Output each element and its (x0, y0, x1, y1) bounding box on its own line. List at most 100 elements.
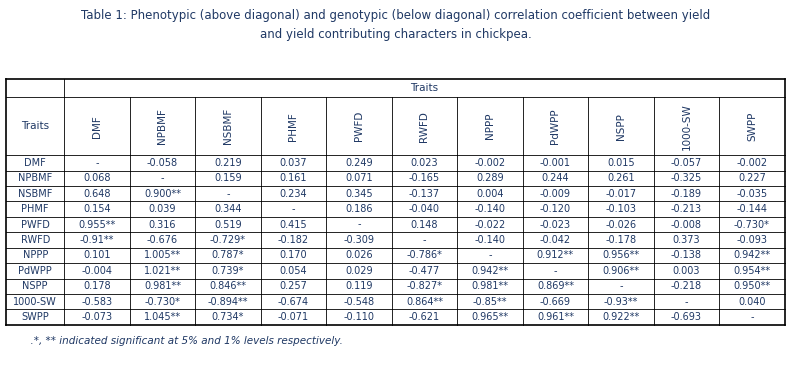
Text: PdWPP: PdWPP (18, 266, 52, 276)
Text: -0.008: -0.008 (671, 219, 702, 229)
Text: 0.219: 0.219 (214, 158, 242, 168)
Text: PdWPP: PdWPP (551, 108, 560, 144)
Text: 0.846**: 0.846** (210, 281, 246, 291)
Text: 0.004: 0.004 (476, 189, 504, 199)
Text: 0.257: 0.257 (279, 281, 308, 291)
Text: PHMF: PHMF (21, 204, 49, 214)
Text: 0.054: 0.054 (279, 266, 307, 276)
Text: NSPP: NSPP (616, 113, 626, 140)
Text: -0.058: -0.058 (147, 158, 178, 168)
Text: 0.869**: 0.869** (537, 281, 574, 291)
Text: NPBMF: NPBMF (157, 108, 168, 144)
Text: -: - (488, 250, 492, 261)
Text: NPPP: NPPP (485, 113, 495, 139)
Text: 0.912**: 0.912** (537, 250, 574, 261)
Text: DMF: DMF (92, 115, 102, 138)
Text: -: - (422, 235, 426, 245)
Text: -0.178: -0.178 (605, 235, 637, 245)
Text: 0.148: 0.148 (411, 219, 438, 229)
Text: 0.186: 0.186 (345, 204, 373, 214)
Text: -0.182: -0.182 (278, 235, 309, 245)
Text: -0.140: -0.140 (475, 235, 505, 245)
Text: -0.009: -0.009 (540, 189, 571, 199)
Text: -0.218: -0.218 (671, 281, 702, 291)
Text: -0.325: -0.325 (671, 173, 702, 183)
Text: 0.178: 0.178 (83, 281, 111, 291)
Text: -: - (554, 266, 557, 276)
Text: -0.073: -0.073 (81, 312, 112, 322)
Text: 0.026: 0.026 (345, 250, 373, 261)
Text: 0.037: 0.037 (279, 158, 307, 168)
Text: 0.864**: 0.864** (406, 297, 443, 307)
Text: 1.021**: 1.021** (144, 266, 181, 276)
Text: 0.739*: 0.739* (212, 266, 244, 276)
Text: 0.519: 0.519 (214, 219, 242, 229)
Text: -0.022: -0.022 (475, 219, 505, 229)
Text: 0.415: 0.415 (279, 219, 307, 229)
Text: 1.005**: 1.005** (144, 250, 181, 261)
Text: PWFD: PWFD (21, 219, 50, 229)
Text: 0.227: 0.227 (738, 173, 766, 183)
Text: -: - (292, 204, 295, 214)
Text: .*, ** indicated significant at 5% and 1% levels respectively.: .*, ** indicated significant at 5% and 1… (24, 336, 343, 346)
Text: 0.068: 0.068 (83, 173, 111, 183)
Text: 0.954**: 0.954** (733, 266, 770, 276)
Text: -0.071: -0.071 (278, 312, 309, 322)
Text: NSPP: NSPP (22, 281, 48, 291)
Text: 0.244: 0.244 (542, 173, 570, 183)
Text: -0.91**: -0.91** (80, 235, 114, 245)
Text: 0.956**: 0.956** (603, 250, 639, 261)
Text: and yield contributing characters in chickpea.: and yield contributing characters in chi… (259, 28, 532, 40)
Text: -0.165: -0.165 (409, 173, 440, 183)
Text: 0.648: 0.648 (83, 189, 111, 199)
Text: 0.289: 0.289 (476, 173, 504, 183)
Text: 0.159: 0.159 (214, 173, 242, 183)
Text: -0.120: -0.120 (539, 204, 571, 214)
Text: 0.787*: 0.787* (212, 250, 244, 261)
Text: 0.023: 0.023 (411, 158, 438, 168)
Text: SWPP: SWPP (21, 312, 49, 322)
Text: -0.001: -0.001 (540, 158, 571, 168)
Text: 0.249: 0.249 (345, 158, 373, 168)
Text: -0.140: -0.140 (475, 204, 505, 214)
Text: SWPP: SWPP (747, 112, 757, 141)
Text: 0.373: 0.373 (672, 235, 700, 245)
Text: -0.023: -0.023 (539, 219, 571, 229)
Text: 0.965**: 0.965** (471, 312, 509, 322)
Text: -0.057: -0.057 (671, 158, 702, 168)
Text: 0.955**: 0.955** (78, 219, 115, 229)
Text: -0.035: -0.035 (736, 189, 767, 199)
Text: -0.002: -0.002 (475, 158, 505, 168)
Text: -0.621: -0.621 (409, 312, 440, 322)
Text: -0.827*: -0.827* (407, 281, 442, 291)
Text: -0.213: -0.213 (671, 204, 702, 214)
Text: 0.981**: 0.981** (471, 281, 509, 291)
Text: 0.261: 0.261 (607, 173, 634, 183)
Text: -0.002: -0.002 (736, 158, 767, 168)
Text: 0.316: 0.316 (149, 219, 176, 229)
Text: -: - (750, 312, 754, 322)
Text: -0.693: -0.693 (671, 312, 702, 322)
Text: -: - (619, 281, 623, 291)
Text: -0.548: -0.548 (343, 297, 374, 307)
Text: 0.029: 0.029 (345, 266, 373, 276)
Text: 0.906**: 0.906** (603, 266, 639, 276)
Text: -: - (358, 219, 361, 229)
Text: -0.110: -0.110 (343, 312, 374, 322)
Text: 0.922**: 0.922** (602, 312, 640, 322)
Text: 0.734*: 0.734* (212, 312, 244, 322)
Text: -0.144: -0.144 (736, 204, 767, 214)
Text: 0.119: 0.119 (345, 281, 373, 291)
Text: 0.942**: 0.942** (471, 266, 509, 276)
Text: -0.894**: -0.894** (207, 297, 248, 307)
Text: 0.154: 0.154 (83, 204, 111, 214)
Text: 0.950**: 0.950** (733, 281, 770, 291)
Text: -0.189: -0.189 (671, 189, 702, 199)
Text: NSBMF: NSBMF (223, 108, 233, 144)
Text: 0.101: 0.101 (83, 250, 111, 261)
Text: -0.040: -0.040 (409, 204, 440, 214)
Text: -0.730*: -0.730* (734, 219, 770, 229)
Text: DMF: DMF (25, 158, 46, 168)
Text: -0.729*: -0.729* (210, 235, 246, 245)
Text: 0.170: 0.170 (279, 250, 307, 261)
